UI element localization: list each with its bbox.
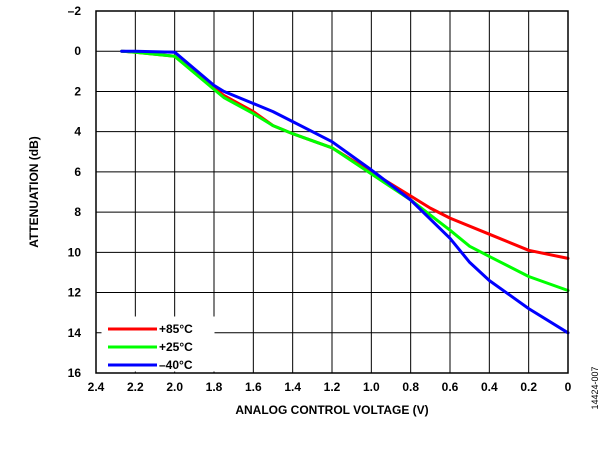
- x-axis-title: ANALOG CONTROL VOLTAGE (V): [235, 403, 428, 417]
- y-tick-label: 8: [74, 205, 81, 219]
- y-tick-label: 12: [68, 286, 82, 300]
- legend: +85°C +25°C –40°C: [101, 316, 215, 372]
- legend-box: [101, 316, 215, 372]
- x-tick-label: 0.2: [520, 380, 537, 394]
- y-tick-label: 14: [68, 326, 82, 340]
- x-tick-labels: 2.4 2.2 2.0 1.8 1.6 1.4 1.2 1.0 0.8 0.6 0.4 0.2 0: [88, 380, 572, 394]
- y-tick-label: 6: [74, 165, 81, 179]
- series-lines: [120, 49, 570, 335]
- x-tick-label: 0.8: [402, 380, 419, 394]
- x-tick-label: 2.4: [88, 380, 105, 394]
- y-tick-label: 4: [74, 125, 81, 139]
- x-tick-label: 1.0: [363, 380, 380, 394]
- x-tick-label: 1.4: [284, 380, 301, 394]
- y-axis-title: ATTENUATION (dB): [27, 136, 41, 248]
- x-tick-label: 2.2: [127, 380, 144, 394]
- y-tick-label: 10: [68, 245, 82, 259]
- series-line: [120, 49, 570, 335]
- x-tick-label: 0.4: [481, 380, 498, 394]
- y-tick-labels: –2 0 2 4 6 8 10 12 14 16: [68, 4, 82, 380]
- figure-id: 14424-007: [590, 366, 600, 409]
- x-tick-label: 2.0: [166, 380, 183, 394]
- y-tick-label: 16: [68, 366, 82, 380]
- x-tick-label: 1.8: [206, 380, 223, 394]
- series-line: [120, 49, 570, 292]
- y-tick-label: –2: [68, 4, 82, 18]
- legend-label: +85°C: [159, 322, 193, 336]
- plot-frame: [95, 10, 569, 374]
- y-tick-label: 2: [74, 84, 81, 98]
- x-tick-label: 1.2: [324, 380, 341, 394]
- y-tick-label: 0: [74, 44, 81, 58]
- x-tick-label: 0: [565, 380, 572, 394]
- x-tick-label: 0.6: [442, 380, 459, 394]
- x-tick-label: 1.6: [245, 380, 262, 394]
- legend-label: +25°C: [159, 340, 193, 354]
- legend-label: –40°C: [159, 358, 193, 372]
